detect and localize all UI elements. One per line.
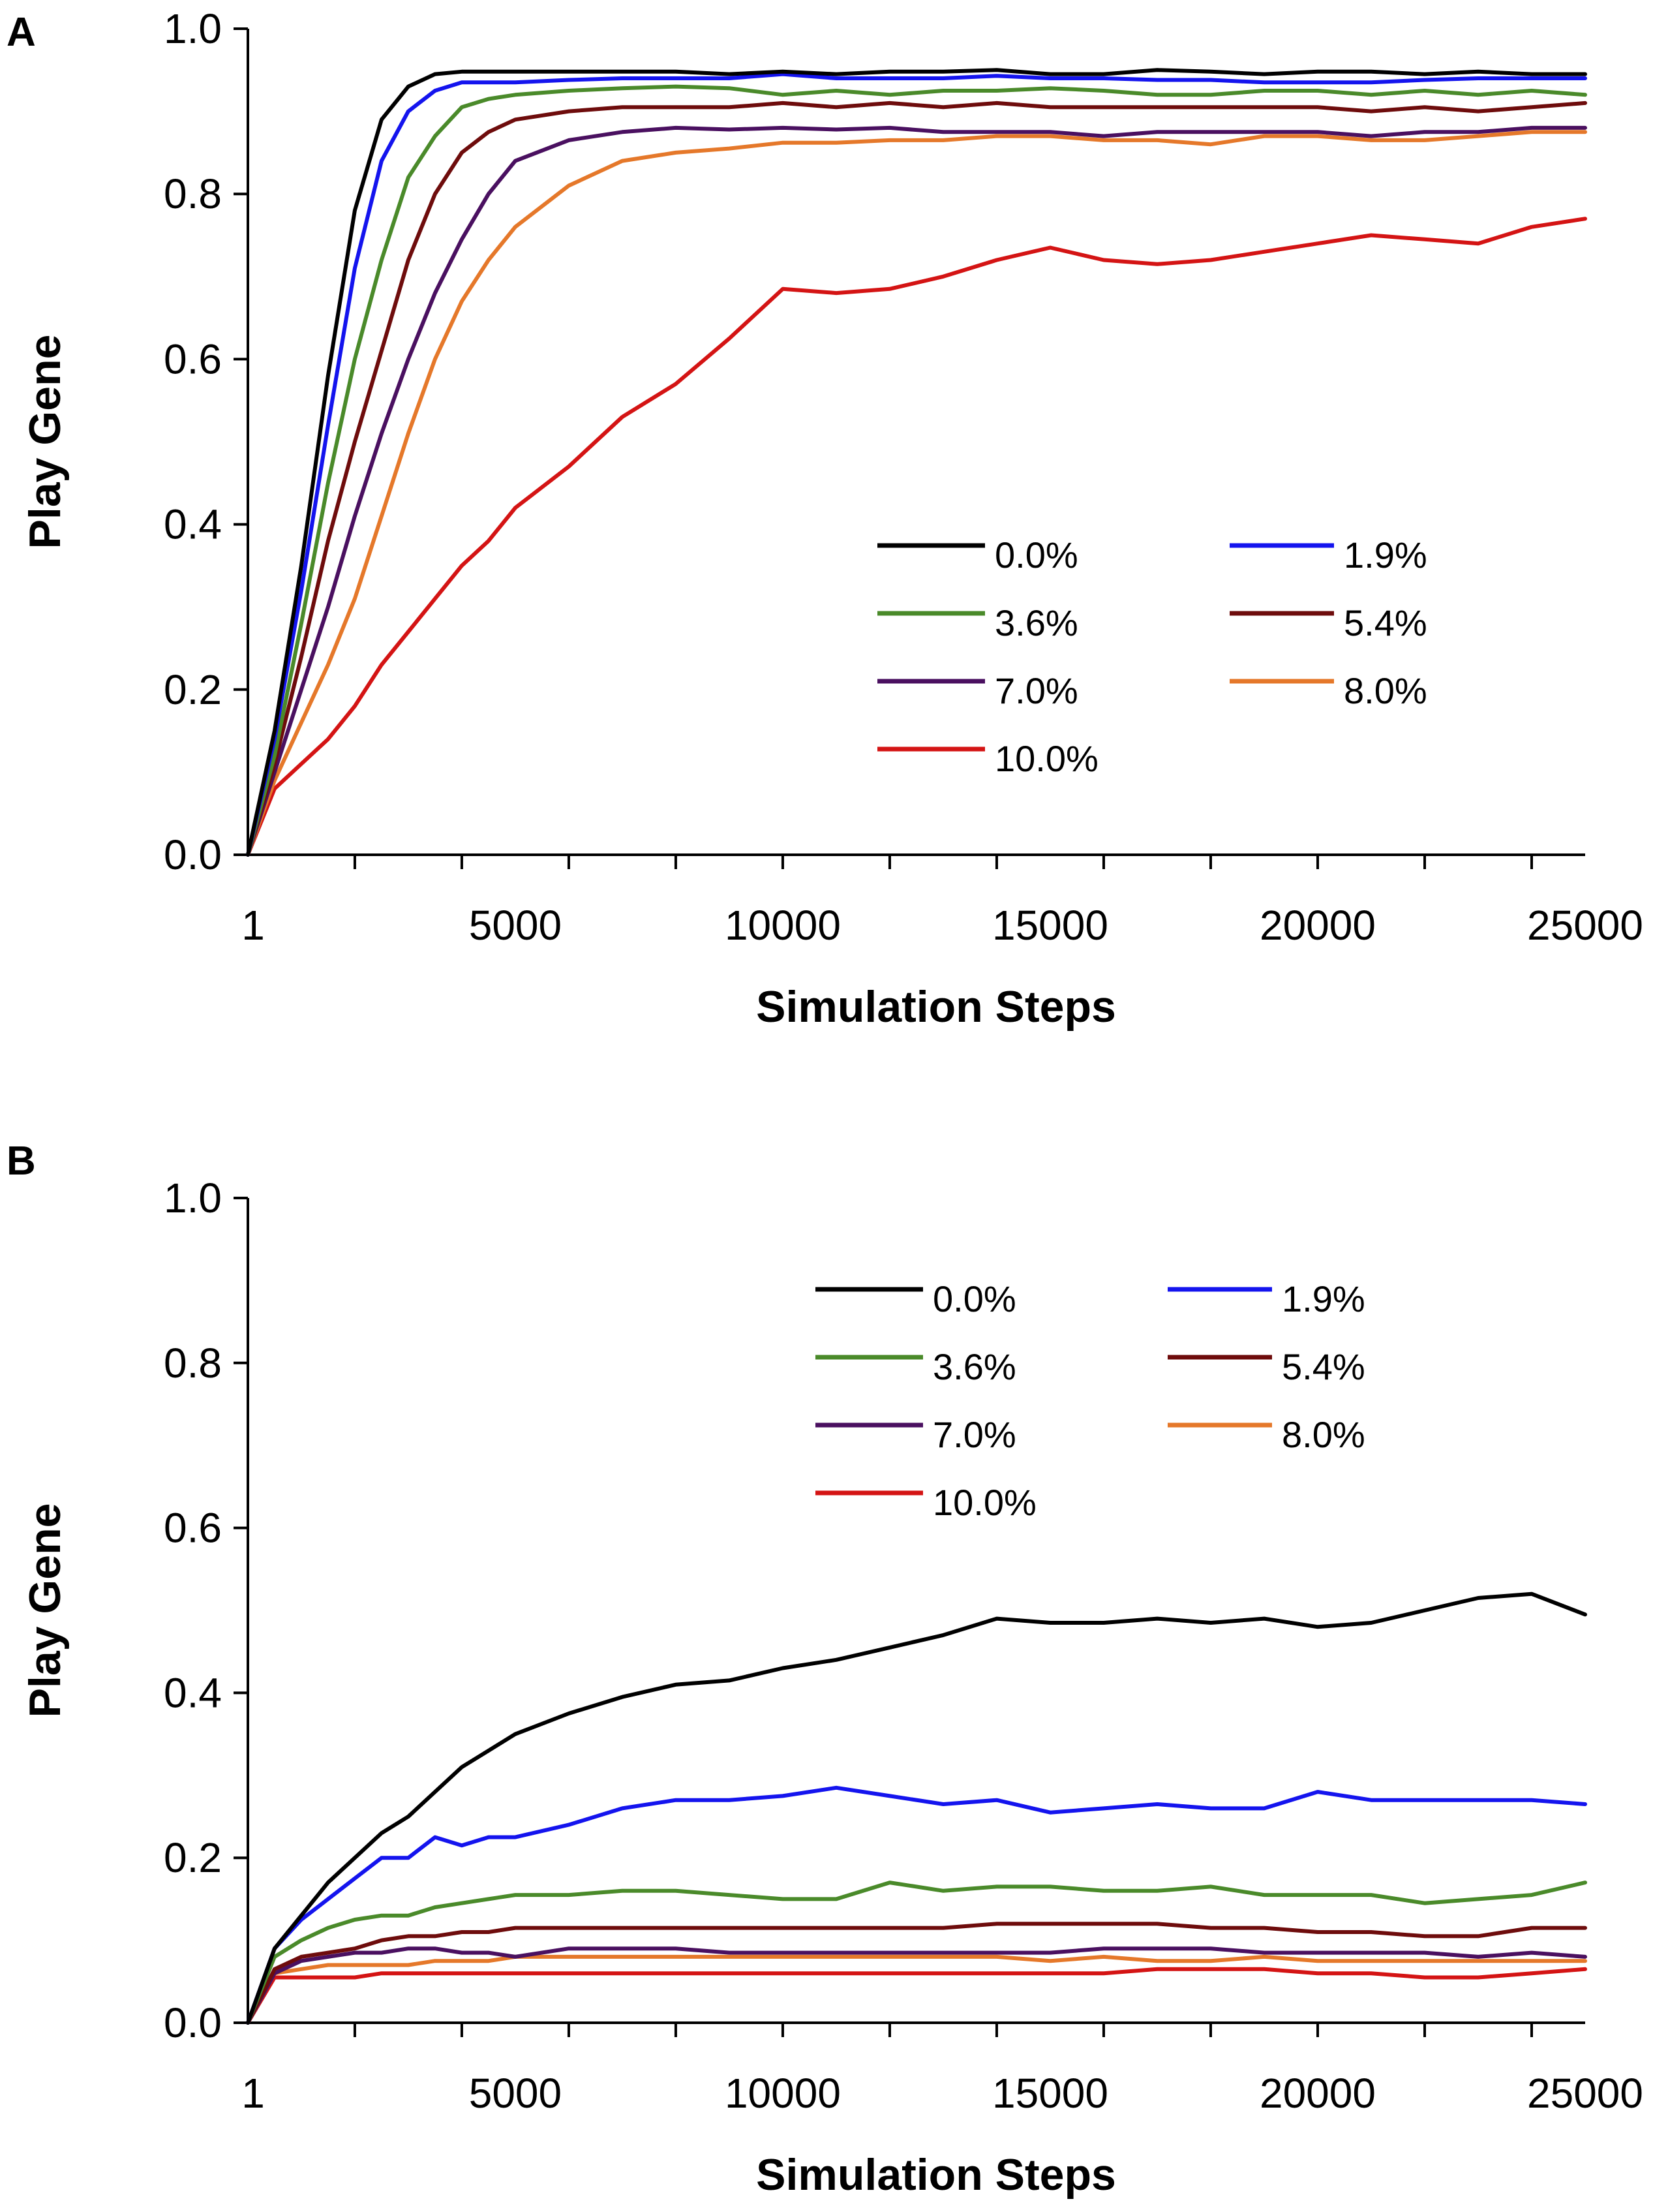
panel-b-x-tick-label: 1 [241, 2070, 265, 2117]
panel-b-series-1-9pct [246, 1785, 1587, 2025]
panel-a-legend-label: 5.4% [1344, 602, 1427, 643]
panel-b-legend-label: 8.0% [1282, 1414, 1365, 1455]
panel-a-x-tick-label: 1 [241, 902, 265, 949]
panel-b-series-3-6pct [246, 1881, 1587, 2025]
panel-b-legend-label: 3.6% [933, 1346, 1016, 1387]
panel-b-y-tick-labels: 0.0 0.2 0.4 0.6 0.8 1.0 [164, 1175, 222, 2046]
panel-b-y-tick-label: 0.0 [164, 1999, 222, 2046]
panel-a-legend-label: 7.0% [995, 670, 1078, 711]
panel-a-legend: 0.0% 1.9% 3.6% 5.4% 7.0% 8.0% 10.0% [995, 534, 1427, 779]
panel-a-x-tick-labels: 1 5000 10000 15000 20000 25000 [241, 902, 1643, 949]
panel-b-x-tick-label: 10000 [725, 2070, 841, 2117]
panel-a-x-tick-label: 20000 [1260, 902, 1376, 949]
panel-b-x-tick-label: 15000 [992, 2070, 1108, 2117]
panel-b-x-axis-title: Simulation Steps [756, 2150, 1116, 2200]
panel-b-legend-label: 1.9% [1282, 1278, 1365, 1319]
panel-b-x-tick-label: 20000 [1260, 2070, 1376, 2117]
panel-b-series-8-0pct [246, 1954, 1587, 2025]
panel-a: A 0.0 0.2 0.4 0.6 0.8 1.0 1 5000 10000 1… [7, 5, 1643, 1032]
panel-a-series-1-9pct [246, 72, 1587, 857]
panel-a-y-axis-title: Play Gene [20, 335, 70, 549]
panel-a-legend-label: 8.0% [1344, 670, 1427, 711]
panel-b-y-tick-label: 0.2 [164, 1834, 222, 1881]
panel-b-x-tick-labels: 1 5000 10000 15000 20000 25000 [241, 2070, 1643, 2117]
panel-a-letter: A [7, 10, 36, 55]
panel-a-legend-label: 3.6% [995, 602, 1078, 643]
panel-a-y-tick-label: 0.6 [164, 335, 222, 382]
panel-b-series-0-0pct [246, 1591, 1587, 2025]
panel-b-x-tick-label: 5000 [469, 2070, 562, 2117]
panel-a-series-10-0pct [246, 217, 1587, 857]
panel-b-series-7-0pct [246, 1946, 1587, 2025]
panel-b-legend-label: 7.0% [933, 1414, 1016, 1455]
panel-a-y-tick-label: 0.8 [164, 170, 222, 217]
panel-a-series-3-6pct [246, 84, 1587, 857]
panel-b-y-tick-label: 0.6 [164, 1505, 222, 1552]
panel-a-legend-label: 1.9% [1344, 534, 1427, 576]
panel-a-y-tick-label: 0.2 [164, 666, 222, 713]
panel-a-legend-label: 0.0% [995, 534, 1078, 576]
panel-a-x-tick-label: 15000 [992, 902, 1108, 949]
panel-a-x-tick-label: 25000 [1527, 902, 1643, 949]
panel-b-y-tick-label: 1.0 [164, 1175, 222, 1221]
panel-b-legend-label: 0.0% [933, 1278, 1016, 1319]
panel-b-legend: 0.0% 1.9% 3.6% 5.4% 7.0% 8.0% 10.0% [933, 1278, 1365, 1523]
panel-a-series-5-4pct [246, 100, 1587, 857]
panel-b: B 0.0 0.2 0.4 0.6 0.8 1.0 1 5000 10000 1… [7, 1139, 1643, 2200]
panel-b-series-5-4pct [246, 1922, 1587, 2025]
panel-a-x-axis-title: Simulation Steps [756, 982, 1116, 1032]
panel-b-legend-label: 5.4% [1282, 1346, 1365, 1387]
panel-a-series-0-0pct [246, 68, 1587, 857]
panel-b-y-tick-label: 0.4 [164, 1669, 222, 1716]
panel-b-y-tick-label: 0.8 [164, 1340, 222, 1387]
panel-a-y-tick-label: 0.0 [164, 831, 222, 878]
panel-a-x-tick-label: 10000 [725, 902, 841, 949]
panel-b-y-axis-title: Play Gene [20, 1503, 70, 1718]
panel-b-letter: B [7, 1139, 36, 1184]
panel-a-y-tick-label: 1.0 [164, 5, 222, 52]
panel-b-legend-label: 10.0% [933, 1482, 1037, 1523]
panel-a-y-tick-label: 0.4 [164, 501, 222, 548]
panel-a-series-7-0pct [246, 125, 1587, 857]
panel-a-legend-label: 10.0% [995, 738, 1099, 779]
panel-a-series-8-0pct [246, 130, 1587, 857]
panel-b-series-10-0pct [246, 1967, 1587, 2025]
panel-a-x-tick-label: 5000 [469, 902, 562, 949]
panel-a-y-tick-labels: 0.0 0.2 0.4 0.6 0.8 1.0 [164, 5, 222, 878]
panel-b-x-tick-label: 25000 [1527, 2070, 1643, 2117]
